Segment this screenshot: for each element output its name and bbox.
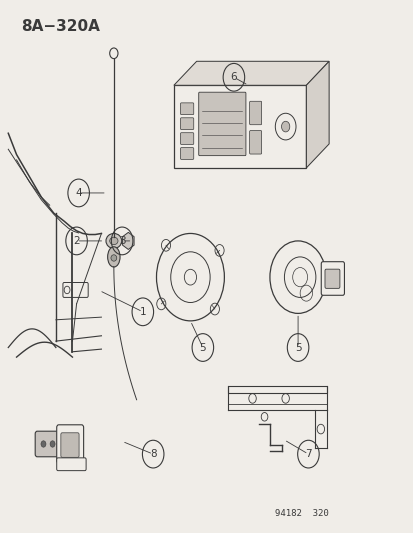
- FancyBboxPatch shape: [180, 103, 193, 115]
- FancyBboxPatch shape: [180, 148, 193, 159]
- Circle shape: [275, 114, 295, 140]
- Circle shape: [41, 441, 46, 447]
- Text: 94182  320: 94182 320: [275, 509, 328, 518]
- Text: 4: 4: [75, 188, 82, 198]
- Text: 3: 3: [119, 236, 125, 246]
- Circle shape: [281, 122, 289, 132]
- FancyBboxPatch shape: [57, 458, 86, 471]
- FancyBboxPatch shape: [173, 85, 306, 168]
- Text: 8A−320A: 8A−320A: [21, 19, 100, 34]
- FancyBboxPatch shape: [57, 425, 83, 463]
- FancyBboxPatch shape: [198, 92, 245, 156]
- Text: 5: 5: [294, 343, 301, 352]
- Polygon shape: [173, 61, 328, 85]
- Circle shape: [50, 441, 55, 447]
- Ellipse shape: [109, 237, 118, 245]
- Text: 2: 2: [73, 236, 80, 246]
- FancyBboxPatch shape: [324, 269, 339, 288]
- Ellipse shape: [107, 247, 120, 267]
- FancyBboxPatch shape: [249, 101, 261, 125]
- Ellipse shape: [111, 255, 116, 261]
- FancyBboxPatch shape: [249, 131, 261, 154]
- Text: 8: 8: [150, 449, 156, 459]
- FancyBboxPatch shape: [61, 433, 79, 457]
- Text: 1: 1: [139, 307, 146, 317]
- Polygon shape: [306, 61, 328, 168]
- FancyBboxPatch shape: [35, 431, 62, 457]
- FancyBboxPatch shape: [320, 262, 344, 295]
- Text: 6: 6: [230, 72, 237, 82]
- Polygon shape: [227, 386, 326, 393]
- FancyBboxPatch shape: [180, 133, 193, 144]
- Text: 7: 7: [304, 449, 311, 459]
- FancyBboxPatch shape: [180, 118, 193, 130]
- Ellipse shape: [106, 233, 121, 248]
- Text: 5: 5: [199, 343, 206, 352]
